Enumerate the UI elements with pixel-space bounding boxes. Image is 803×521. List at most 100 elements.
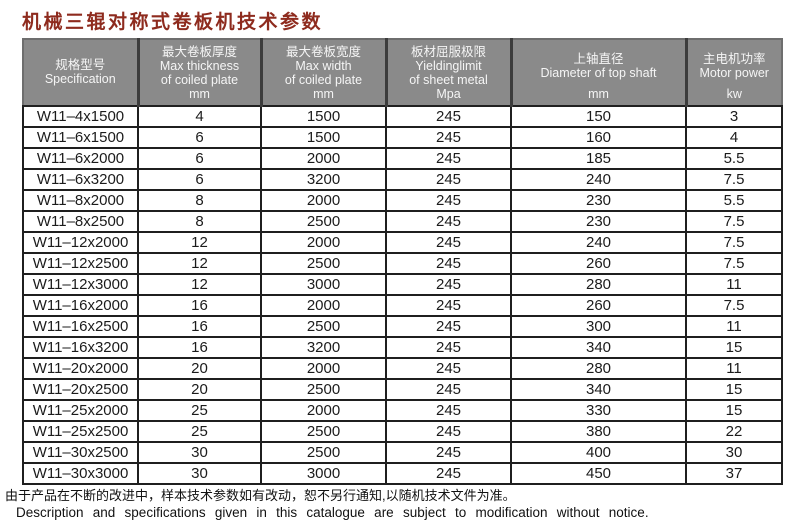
cell-max-width: 3200	[260, 168, 387, 191]
table-row: W11–30x2500 30 2500 245 400 30	[22, 441, 783, 464]
cell-motor-power: 37	[685, 462, 783, 485]
cell-yielding-limit: 245	[385, 315, 512, 338]
cell-max-width: 1500	[260, 126, 387, 149]
cell-max-thickness: 16	[137, 294, 262, 317]
cell-max-width: 2500	[260, 441, 387, 464]
catalog-page: 机械三辊对称式卷板机技术参数 规格型号 Specification	[0, 7, 803, 520]
cell-motor-power: 15	[685, 378, 783, 401]
column-header-top-shaft-diameter: 上轴直径 Diameter of top shaft mm	[509, 38, 688, 107]
header-zh-label: 板材屈服极限	[410, 44, 486, 59]
cell-shaft-diameter: 260	[510, 252, 687, 275]
table-row: W11–8x2500 8 2500 245 230 7.5	[22, 210, 783, 233]
cell-model: W11–16x3200	[22, 336, 139, 359]
cell-max-thickness: 25	[137, 399, 262, 422]
cell-model: W11–25x2000	[22, 399, 139, 422]
cell-yielding-limit: 245	[385, 462, 512, 485]
cell-max-thickness: 6	[137, 147, 262, 170]
cell-shaft-diameter: 380	[510, 420, 687, 443]
cell-max-thickness: 8	[137, 189, 262, 212]
cell-motor-power: 15	[685, 399, 783, 422]
cell-max-thickness: 16	[137, 336, 262, 359]
table-row: W11–4x1500 4 1500 245 150 3	[22, 105, 783, 128]
page-title: 机械三辊对称式卷板机技术参数	[22, 12, 324, 33]
table-row: W11–16x3200 16 3200 245 340 15	[22, 336, 783, 359]
disclaimer-zh: 由于产品在不断的改进中，样本技术参数如有改动，恕不另行通知,以随机技术文件为准。	[5, 488, 516, 503]
spec-table: 规格型号 Specification 最大卷板厚度 Max thickness …	[22, 38, 783, 485]
cell-motor-power: 11	[685, 273, 783, 296]
table-row: W11–16x2000 16 2000 245 260 7.5	[22, 294, 783, 317]
cell-max-width: 3200	[260, 336, 387, 359]
header-zh-label: 最大卷板宽度	[285, 44, 361, 59]
cell-model: W11–12x2000	[22, 231, 139, 254]
unit-label: Mpa	[436, 87, 461, 101]
cell-max-width: 2000	[260, 231, 387, 254]
header-zh-label: 最大卷板厚度	[161, 44, 237, 59]
cell-model: W11–16x2500	[22, 315, 139, 338]
table-row: W11–6x2000 6 2000 245 185 5.5	[22, 147, 783, 170]
header-en-label: Max thickness	[159, 58, 240, 73]
cell-yielding-limit: 245	[385, 378, 512, 401]
cell-model: W11–20x2000	[22, 357, 139, 380]
cell-max-thickness: 6	[137, 126, 262, 149]
cell-motor-power: 4	[685, 126, 783, 149]
cell-max-thickness: 6	[137, 168, 262, 191]
cell-yielding-limit: 245	[385, 231, 512, 254]
header-en-label: Specification	[44, 72, 116, 86]
table-row: W11–6x1500 6 1500 245 160 4	[22, 126, 783, 149]
unit-label: mm	[189, 87, 210, 101]
cell-max-width: 2500	[260, 378, 387, 401]
cell-max-width: 3000	[260, 462, 387, 485]
cell-motor-power: 3	[685, 105, 783, 128]
cell-shaft-diameter: 150	[510, 105, 687, 128]
header-en-label: Max width	[295, 58, 352, 73]
unit-label: mm	[588, 87, 609, 101]
cell-max-thickness: 20	[137, 378, 262, 401]
cell-shaft-diameter: 260	[510, 294, 687, 317]
cell-motor-power: 15	[685, 336, 783, 359]
cell-yielding-limit: 245	[385, 126, 512, 149]
header-zh-label: 规格型号	[55, 58, 106, 72]
cell-max-thickness: 12	[137, 252, 262, 275]
cell-max-width: 2500	[260, 252, 387, 275]
cell-motor-power: 5.5	[685, 189, 783, 212]
table-row: W11–8x2000 8 2000 245 230 5.5	[22, 189, 783, 212]
cell-max-thickness: 30	[137, 462, 262, 485]
cell-yielding-limit: 245	[385, 273, 512, 296]
cell-model: W11–4x1500	[22, 105, 139, 128]
cell-yielding-limit: 245	[385, 189, 512, 212]
table-row: W11–25x2000 25 2000 245 330 15	[22, 399, 783, 422]
cell-max-width: 2000	[260, 399, 387, 422]
cell-shaft-diameter: 230	[510, 189, 687, 212]
cell-yielding-limit: 245	[385, 336, 512, 359]
unit-label: kw	[726, 87, 742, 101]
cell-yielding-limit: 245	[385, 147, 512, 170]
cell-model: W11–12x3000	[22, 273, 139, 296]
table-row: W11–16x2500 16 2500 245 300 11	[22, 315, 783, 338]
cell-model: W11–8x2500	[22, 210, 139, 233]
cell-yielding-limit: 245	[385, 168, 512, 191]
header-en-label: Motor power	[699, 65, 769, 80]
column-header-specification: 规格型号 Specification	[22, 38, 140, 107]
cell-max-width: 3000	[260, 273, 387, 296]
cell-max-thickness: 4	[137, 105, 262, 128]
cell-model: W11–6x2000	[22, 147, 139, 170]
cell-max-width: 2500	[260, 315, 387, 338]
cell-yielding-limit: 245	[385, 105, 512, 128]
header-en-label: Yieldinglimit	[415, 58, 482, 73]
cell-yielding-limit: 245	[385, 252, 512, 275]
cell-model: W11–6x1500	[22, 126, 139, 149]
header-zh-label: 上轴直径	[573, 51, 624, 66]
cell-max-width: 2500	[260, 420, 387, 443]
cell-shaft-diameter: 300	[510, 315, 687, 338]
cell-max-thickness: 20	[137, 357, 262, 380]
table-body: W11–4x1500 4 1500 245 150 3 W11–6x1500 6…	[22, 105, 783, 485]
cell-shaft-diameter: 160	[510, 126, 687, 149]
disclaimer-en: Description and specifications given in …	[16, 505, 649, 520]
cell-max-thickness: 30	[137, 441, 262, 464]
cell-model: W11–8x2000	[22, 189, 139, 212]
cell-shaft-diameter: 240	[510, 231, 687, 254]
cell-model: W11–30x3000	[22, 462, 139, 485]
cell-motor-power: 22	[685, 420, 783, 443]
header-en-label: of sheet metal	[409, 72, 488, 87]
cell-max-thickness: 25	[137, 420, 262, 443]
